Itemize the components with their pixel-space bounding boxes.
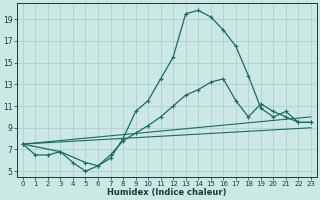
X-axis label: Humidex (Indice chaleur): Humidex (Indice chaleur) [107, 188, 227, 197]
